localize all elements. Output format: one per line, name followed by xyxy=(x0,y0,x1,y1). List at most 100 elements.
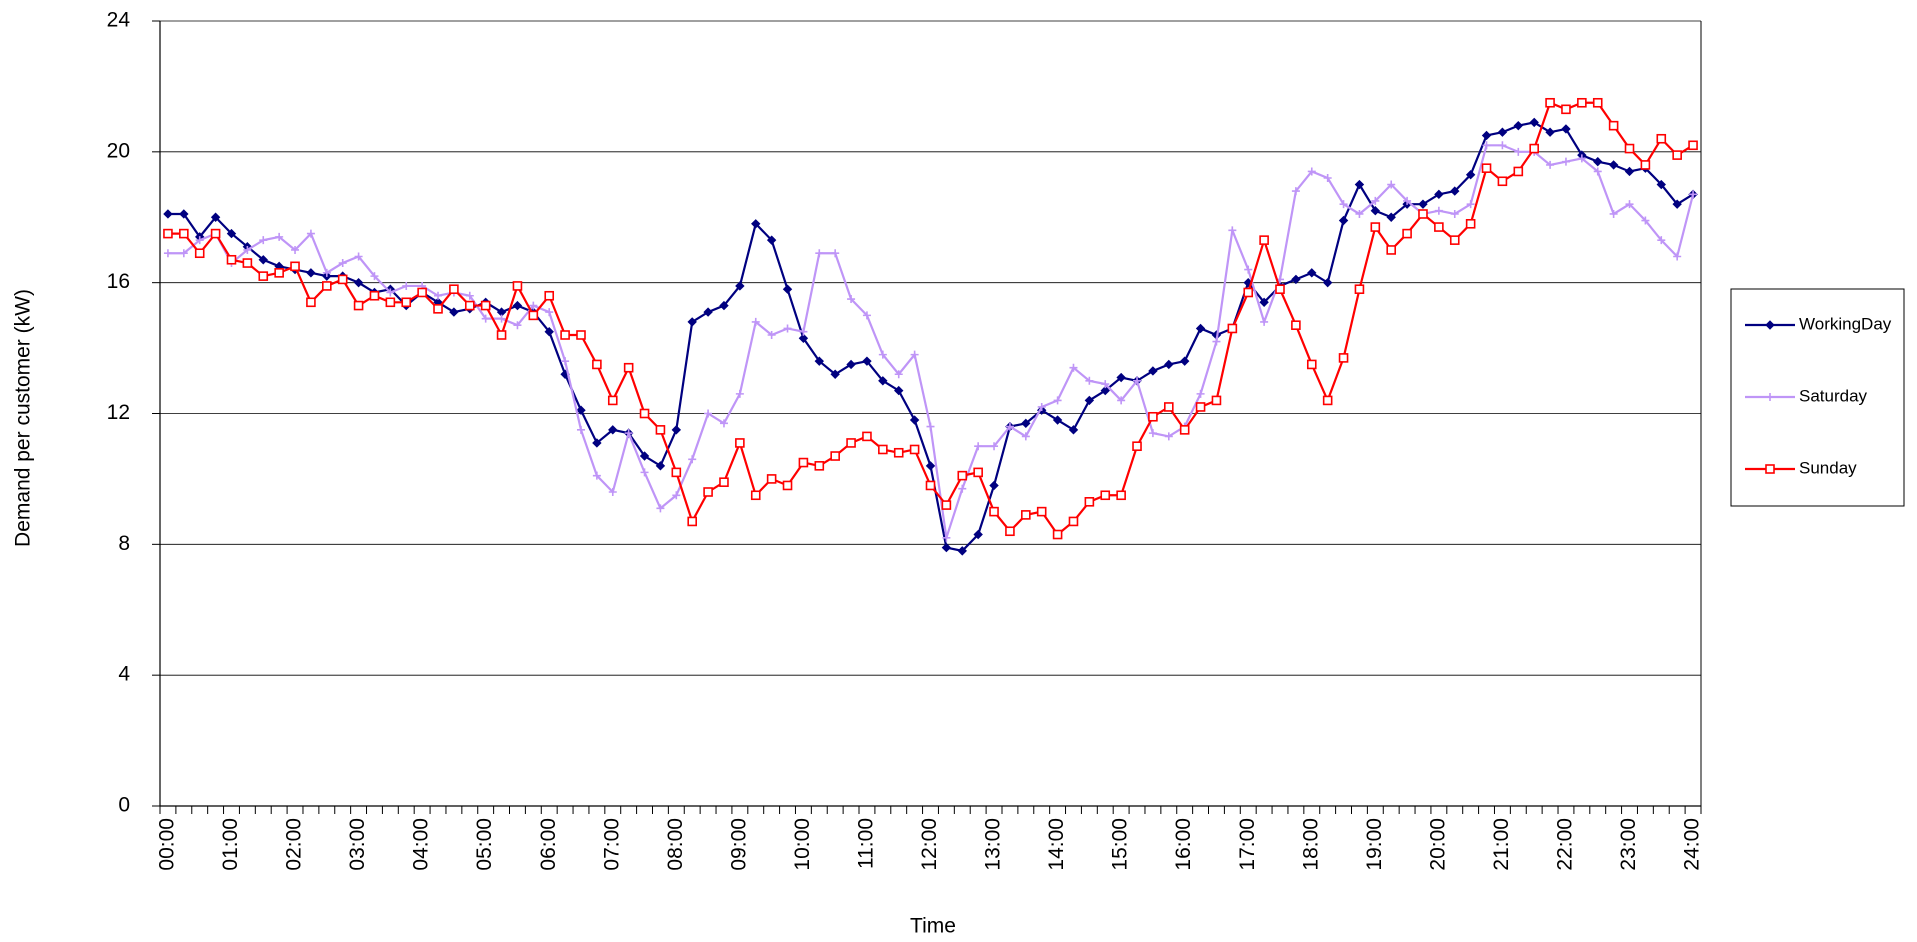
data-point xyxy=(385,297,396,308)
y-tick-label: 24 xyxy=(107,9,131,32)
data-point xyxy=(465,291,474,300)
data-point xyxy=(1625,200,1634,209)
data-point xyxy=(1005,526,1015,537)
data-point xyxy=(782,284,793,294)
x-tick-label: 24:00 xyxy=(1681,818,1704,871)
x-tick-label: 21:00 xyxy=(1490,818,1513,871)
data-point xyxy=(878,376,888,386)
data-point xyxy=(1497,176,1508,187)
data-point xyxy=(766,474,777,484)
data-point xyxy=(370,272,379,281)
data-point xyxy=(655,425,666,435)
x-tick-label: 09:00 xyxy=(727,818,750,871)
x-tick-label: 00:00 xyxy=(155,818,178,871)
data-point xyxy=(306,268,316,278)
data-point xyxy=(1052,415,1063,425)
data-point xyxy=(1338,215,1349,226)
data-point xyxy=(957,546,967,556)
data-point xyxy=(1148,411,1158,422)
data-point xyxy=(719,419,728,428)
data-point xyxy=(989,506,999,517)
data-point xyxy=(608,425,618,435)
x-tick-label: 10:00 xyxy=(791,818,814,871)
data-point xyxy=(1228,226,1237,235)
data-point xyxy=(1084,395,1095,406)
data-point xyxy=(1021,418,1031,429)
x-tick-label: 05:00 xyxy=(473,818,496,871)
data-point xyxy=(814,461,825,471)
data-point xyxy=(925,480,936,491)
data-point xyxy=(1689,190,1698,199)
data-point xyxy=(1561,124,1571,134)
legend-marker xyxy=(1765,464,1775,474)
data-point xyxy=(306,229,315,238)
data-point xyxy=(1656,133,1667,144)
data-point xyxy=(1179,425,1190,435)
data-point xyxy=(1402,228,1412,239)
data-point xyxy=(751,219,761,229)
data-point xyxy=(1465,170,1476,180)
data-point xyxy=(798,457,809,468)
data-point xyxy=(958,484,967,493)
data-point xyxy=(576,405,586,415)
data-point xyxy=(687,317,697,327)
data-point xyxy=(1260,317,1269,326)
data-point xyxy=(671,425,682,435)
data-point xyxy=(909,415,920,425)
data-point xyxy=(847,295,856,304)
data-point xyxy=(1101,380,1110,389)
data-point xyxy=(513,321,522,330)
data-point xyxy=(1100,385,1110,396)
data-point xyxy=(1672,199,1682,209)
data-point xyxy=(258,255,268,265)
data-point xyxy=(529,301,538,310)
data-point xyxy=(894,370,903,379)
data-point xyxy=(179,249,188,258)
data-point xyxy=(497,314,506,323)
data-point xyxy=(353,300,364,311)
data-point xyxy=(464,300,475,311)
data-point xyxy=(1037,402,1046,411)
data-point xyxy=(561,357,570,366)
data-point xyxy=(1036,506,1047,517)
data-point xyxy=(210,212,221,222)
x-tick-label: 04:00 xyxy=(410,818,433,871)
data-point xyxy=(1418,199,1428,209)
data-point xyxy=(433,304,443,314)
data-point xyxy=(243,245,252,254)
data-point xyxy=(624,429,633,438)
data-point xyxy=(1164,359,1174,370)
data-point xyxy=(623,362,634,373)
legend-marker xyxy=(1765,320,1775,330)
data-point xyxy=(687,516,698,527)
data-point xyxy=(1609,209,1618,218)
data-point xyxy=(1577,154,1586,163)
data-point xyxy=(1561,157,1570,166)
data-point xyxy=(274,268,284,278)
data-point xyxy=(608,488,617,496)
data-point xyxy=(830,369,840,379)
data-point xyxy=(1545,127,1555,137)
data-point xyxy=(957,470,968,481)
legend-label: Sunday xyxy=(1799,458,1857,477)
data-point xyxy=(783,324,792,333)
data-point xyxy=(1291,320,1301,330)
data-point xyxy=(846,359,856,370)
data-point xyxy=(750,490,761,501)
data-point xyxy=(607,395,618,406)
data-point xyxy=(703,487,713,497)
data-point xyxy=(893,447,904,458)
data-point xyxy=(291,245,300,254)
x-tick-label: 12:00 xyxy=(918,818,941,871)
data-point xyxy=(1117,396,1126,405)
data-point xyxy=(592,359,602,370)
data-point xyxy=(1259,235,1269,245)
data-point xyxy=(1529,143,1539,154)
data-point xyxy=(544,290,555,301)
data-point xyxy=(1179,356,1190,366)
y-tick-label: 12 xyxy=(107,401,130,424)
data-point xyxy=(1640,160,1651,170)
data-point xyxy=(1069,363,1078,372)
data-point xyxy=(1481,130,1492,141)
x-tick-label: 19:00 xyxy=(1363,818,1386,871)
